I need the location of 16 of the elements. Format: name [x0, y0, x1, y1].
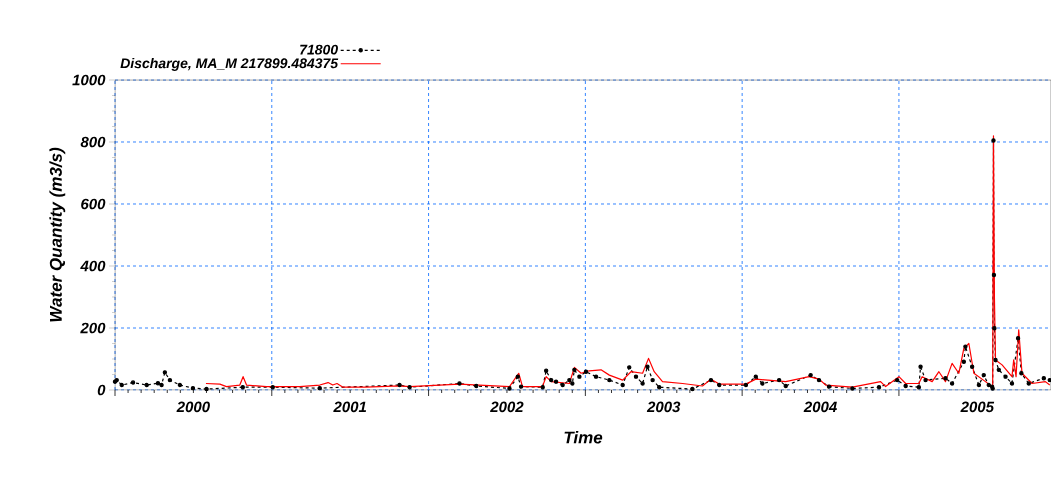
- x-tick-label: 2000: [176, 401, 210, 413]
- y-tick-label: 400: [80, 260, 106, 272]
- y-tick-label: 800: [80, 136, 106, 148]
- y-tick-label: 0: [97, 384, 106, 396]
- x-tick-label: 2001: [333, 401, 367, 413]
- legend-label: Discharge, MA_M 217899.484375: [120, 57, 339, 71]
- y-tick-label: 1000: [72, 74, 106, 86]
- legend-label: 71800: [300, 44, 338, 55]
- x-axis-title: Time: [564, 431, 603, 444]
- x-tick-label: 2005: [960, 401, 995, 413]
- y-tick-label: 200: [80, 322, 106, 334]
- x-tick-label: 2002: [490, 401, 524, 413]
- x-tick-label: 2003: [646, 401, 681, 413]
- y-axis-title: Water Quantity (m3/s): [49, 147, 66, 322]
- y-tick-label: 600: [81, 198, 106, 210]
- x-tick-label: 2004: [803, 401, 837, 413]
